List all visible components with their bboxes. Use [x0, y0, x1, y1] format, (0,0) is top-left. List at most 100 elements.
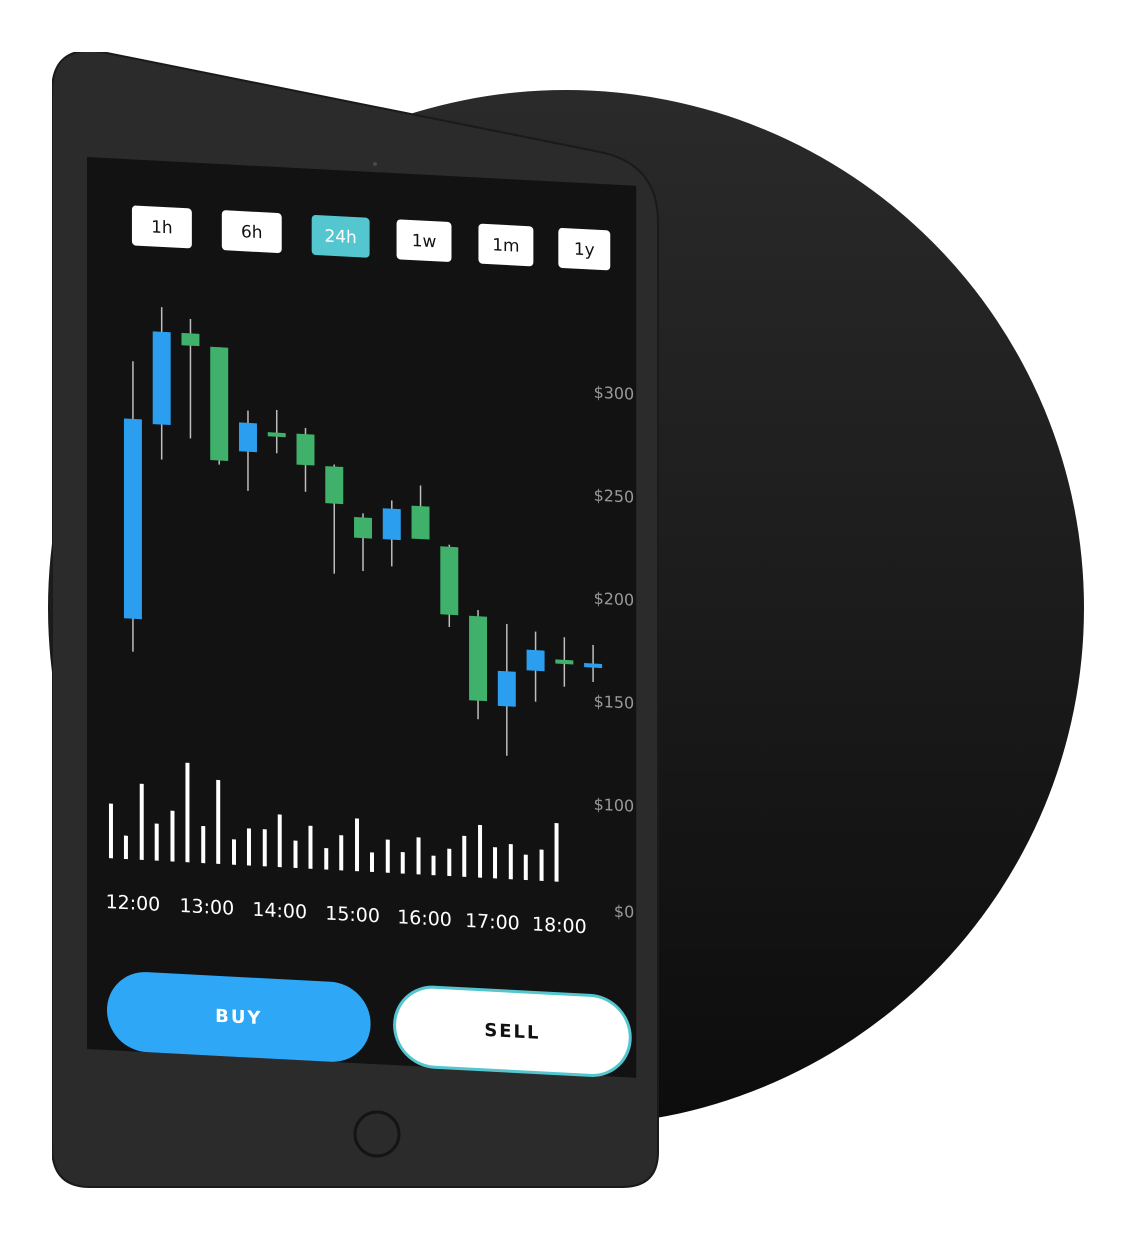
- candle-body: [152, 331, 171, 426]
- timeframe-label[interactable]: 24h: [324, 226, 356, 248]
- candle: [181, 318, 200, 439]
- volume-bar: [123, 835, 128, 860]
- timeframe-label[interactable]: 6h: [241, 222, 263, 243]
- home-button[interactable]: [353, 1110, 401, 1158]
- candle: [555, 637, 574, 687]
- volume-bar: [216, 779, 221, 864]
- timeframe-pill-bg[interactable]: [396, 219, 452, 262]
- timeframe-pill-bg[interactable]: [131, 205, 192, 249]
- volume-bar: [462, 835, 467, 877]
- volume-bar: [231, 839, 236, 865]
- candle: [584, 644, 603, 683]
- timeframe-selector: 1h 6h 24h 1w 1m 1y: [131, 205, 611, 271]
- sell-button-label[interactable]: SELL: [484, 1020, 540, 1044]
- x-tick-label: 16:00: [397, 906, 452, 931]
- timeframe-1w[interactable]: 1w: [396, 219, 452, 262]
- candle: [123, 361, 142, 652]
- candle: [497, 623, 516, 756]
- volume-bar: [154, 823, 159, 861]
- candle-body: [526, 649, 545, 672]
- tablet-device: 1h 6h 24h 1w 1m 1y $300 $250 $200 $150 $100 $0 12:…: [52, 52, 659, 1188]
- volume-bar: [447, 848, 452, 877]
- candle: [440, 544, 459, 628]
- volume-bar: [554, 823, 559, 882]
- timeframe-1h[interactable]: 1h: [131, 205, 192, 249]
- sell-button[interactable]: SELL: [393, 985, 632, 1077]
- timeframe-pill-bg[interactable]: [558, 227, 611, 271]
- timeframe-pill-bg[interactable]: [478, 223, 534, 267]
- volume-bar: [201, 825, 206, 864]
- candle-body: [584, 663, 603, 669]
- volume-bar: [416, 837, 421, 875]
- volume-bar: [370, 852, 374, 873]
- candle: [382, 500, 401, 567]
- timeframe-label[interactable]: 1h: [151, 217, 173, 238]
- candle-body: [267, 432, 286, 438]
- buy-button-label[interactable]: BUY: [215, 1006, 262, 1029]
- candle-body: [181, 332, 200, 347]
- y-tick-label: $100: [594, 795, 635, 816]
- timeframe-1y[interactable]: 1y: [558, 227, 611, 271]
- y-tick-label: $150: [594, 692, 635, 713]
- volume-bar: [508, 844, 513, 880]
- candle: [325, 464, 344, 574]
- candle-body: [123, 418, 142, 620]
- y-tick-label: $250: [594, 486, 635, 507]
- candle-body: [440, 546, 459, 616]
- tablet-svg: 1h 6h 24h 1w 1m 1y $300 $250 $200 $150 $100 $0 12:…: [52, 52, 659, 1188]
- timeframe-label[interactable]: 1w: [412, 231, 437, 252]
- timeframe-pill-bg[interactable]: [311, 214, 370, 258]
- candle: [354, 513, 373, 572]
- y-tick-label: $300: [594, 383, 635, 404]
- candle: [469, 610, 488, 720]
- candle: [267, 409, 286, 454]
- x-tick-label: 17:00: [465, 910, 520, 935]
- volume-bar: [277, 814, 282, 868]
- volume-bar: [139, 783, 144, 860]
- x-tick-label: 15:00: [325, 903, 380, 928]
- sell-button-bg[interactable]: [393, 985, 632, 1077]
- timeframe-pill-bg[interactable]: [221, 210, 282, 254]
- candlestick-series: [123, 307, 603, 756]
- screen: [87, 157, 637, 1078]
- y-tick-label: $0: [614, 902, 634, 922]
- candle-body: [296, 433, 315, 466]
- x-tick-label: 12:00: [106, 891, 161, 916]
- volume-bar: [262, 829, 267, 867]
- candle: [152, 307, 171, 460]
- timeframe-6h[interactable]: 6h: [221, 210, 282, 254]
- candle-body: [411, 505, 430, 540]
- volume-bar: [308, 825, 313, 869]
- candle: [238, 410, 257, 491]
- volume-bar: [493, 847, 498, 879]
- candle: [526, 631, 545, 702]
- x-tick-label: 13:00: [180, 895, 235, 920]
- candle-body: [497, 670, 516, 707]
- candle: [210, 346, 229, 465]
- volume-bar: [355, 818, 360, 872]
- timeframe-label[interactable]: 1y: [574, 240, 595, 261]
- camera-dot: [373, 162, 377, 166]
- y-tick-label: $200: [594, 589, 635, 610]
- candle-body: [354, 517, 373, 539]
- volume-series: [108, 762, 559, 882]
- volume-bar: [246, 828, 251, 866]
- buy-button-bg[interactable]: [106, 970, 371, 1064]
- volume-bar: [400, 852, 405, 874]
- volume-bar: [478, 824, 483, 878]
- volume-bar: [385, 839, 390, 873]
- x-tick-label: 14:00: [252, 899, 307, 924]
- timeframe-24h[interactable]: 24h: [311, 214, 370, 258]
- volume-bar: [539, 849, 544, 881]
- timeframe-1m[interactable]: 1m: [478, 223, 534, 267]
- candle: [411, 485, 430, 540]
- y-axis: $300 $250 $200 $150 $100 $0: [594, 383, 635, 922]
- candle-body: [238, 422, 257, 453]
- volume-bar: [108, 803, 113, 859]
- candle-body: [469, 615, 488, 702]
- candle-body: [210, 346, 229, 461]
- timeframe-label[interactable]: 1m: [492, 235, 519, 256]
- buy-button[interactable]: BUY: [106, 970, 371, 1064]
- volume-bar: [523, 854, 528, 881]
